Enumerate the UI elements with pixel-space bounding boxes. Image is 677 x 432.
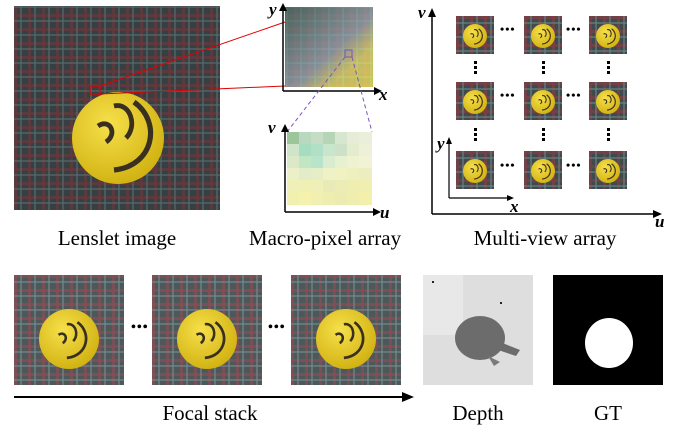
macro-pixel-top bbox=[279, 3, 382, 95]
axis-label-y-macro: y bbox=[269, 0, 277, 20]
caption-macro-pixel: Macro-pixel array bbox=[232, 226, 418, 251]
caption-gt: GT bbox=[553, 401, 663, 426]
vellipsis-3 bbox=[607, 61, 611, 76]
focal-arrow-head bbox=[402, 392, 414, 402]
ellipsis-mv-r1a: ••• bbox=[500, 22, 516, 37]
vellipsis-6 bbox=[607, 128, 611, 143]
axis-label-x-macro: x bbox=[379, 85, 388, 105]
caption-depth: Depth bbox=[423, 401, 533, 426]
ellipsis-mv-r2b: ••• bbox=[566, 88, 582, 103]
vellipsis-1 bbox=[474, 61, 478, 76]
ellipsis-focal-1: ••• bbox=[131, 320, 149, 336]
axis-label-v-multiview: v bbox=[418, 3, 426, 23]
focal-stack-images bbox=[14, 275, 401, 385]
ellipsis-focal-2: ••• bbox=[268, 320, 286, 336]
vellipsis-5 bbox=[542, 128, 546, 143]
gt-mask bbox=[553, 275, 663, 385]
ellipsis-mv-r1b: ••• bbox=[566, 22, 582, 37]
depth-map bbox=[423, 275, 533, 385]
caption-multiview: Multi-view array bbox=[440, 226, 650, 251]
caption-lenslet: Lenslet image bbox=[14, 226, 220, 251]
vellipsis-2 bbox=[542, 61, 546, 76]
macro-pixel-bottom bbox=[281, 124, 381, 216]
ellipsis-mv-r3b: ••• bbox=[566, 158, 582, 173]
axis-label-v-macro: v bbox=[268, 118, 276, 138]
ellipsis-mv-r3a: ••• bbox=[500, 158, 516, 173]
multiview-tiles bbox=[456, 16, 627, 189]
caption-focal-stack: Focal stack bbox=[100, 401, 320, 426]
axis-label-y-inner: y bbox=[437, 134, 445, 154]
axis-label-u-macro: u bbox=[380, 203, 389, 223]
axis-label-x-inner: x bbox=[510, 197, 519, 217]
axis-label-u-multiview: u bbox=[655, 212, 664, 232]
vellipsis-4 bbox=[474, 128, 478, 143]
ellipsis-mv-r2a: ••• bbox=[500, 88, 516, 103]
lenslet-image bbox=[14, 6, 220, 210]
